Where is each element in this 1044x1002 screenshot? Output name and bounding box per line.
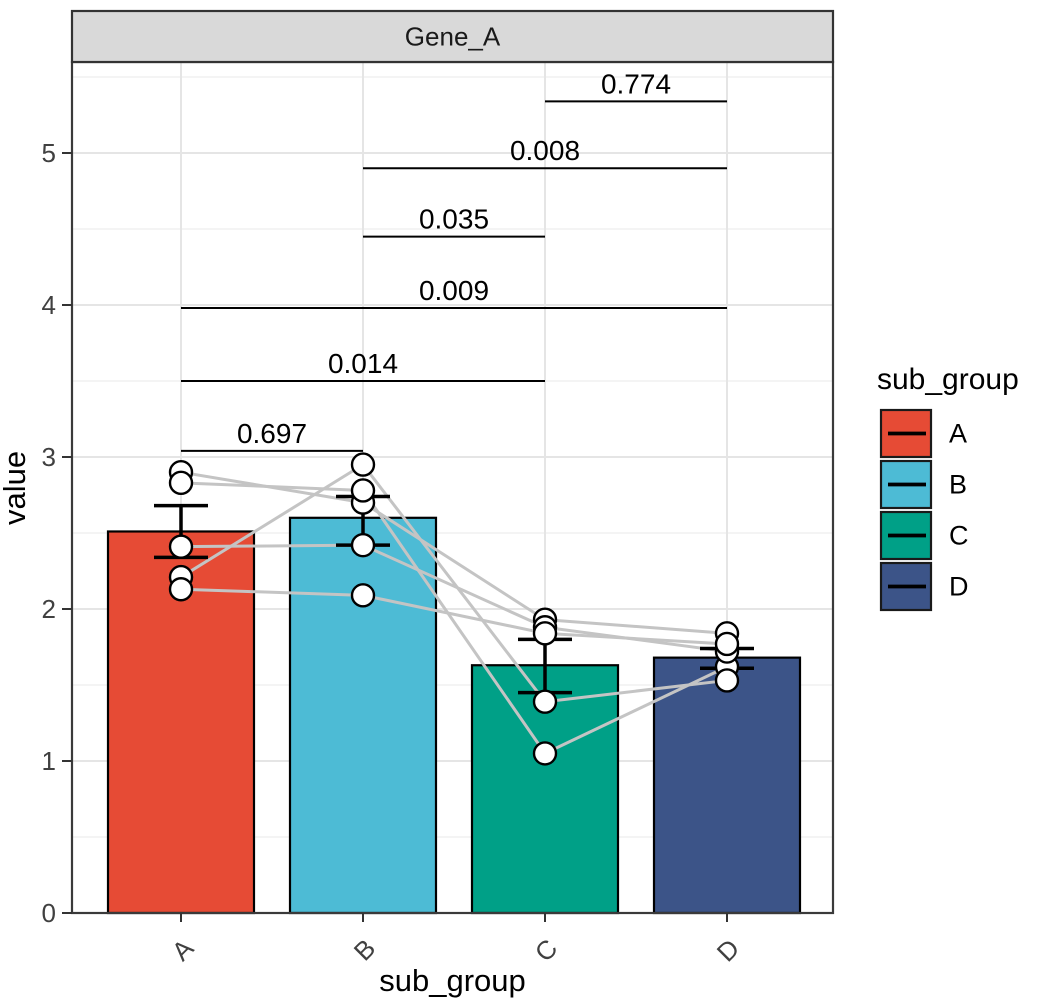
legend-title: sub_group (877, 363, 1019, 396)
y-tick-label-2: 2 (42, 594, 56, 624)
legend-entry-C (879, 510, 933, 561)
pvalue-label-A-B: 0.697 (237, 418, 307, 449)
bar-B (288, 516, 438, 915)
point-C-subject-2 (532, 741, 558, 766)
legend-entry-D (879, 561, 933, 612)
pvalue-label-C-D: 0.774 (601, 68, 671, 99)
point-D-subject-4 (714, 668, 740, 693)
y-axis-title: value (0, 451, 32, 525)
paired-line-subject-4 (180, 463, 728, 704)
legend-label-C: C (949, 521, 969, 551)
point-C-subject-4 (532, 689, 558, 714)
legend-label-B: B (949, 470, 967, 500)
legend-label-A: A (949, 419, 967, 449)
paired-line-subject-2 (180, 481, 728, 755)
pvalue-label-B-D: 0.008 (510, 135, 580, 166)
point-B-subject-5 (350, 583, 376, 608)
facet-strip (70, 9, 835, 64)
y-tick-label-5: 5 (42, 138, 56, 168)
point-A-subject-2 (168, 470, 194, 496)
point-A-subject-3 (168, 534, 194, 559)
pvalue-label-A-D: 0.009 (419, 275, 489, 306)
point-B-subject-4 (350, 452, 376, 477)
legend-entry-A (879, 408, 933, 459)
point-A-subject-5 (168, 577, 194, 602)
paired-line-subject-5 (180, 587, 728, 646)
y-tick-label-0: 0 (42, 898, 56, 928)
pvalue-label-A-C: 0.014 (328, 348, 398, 379)
point-B-subject-2 (350, 478, 376, 503)
y-tick-label-3: 3 (42, 442, 56, 472)
bar-D (652, 656, 802, 915)
legend-label-D: D (949, 572, 969, 602)
point-B-subject-3 (350, 532, 376, 558)
point-C-subject-5 (532, 621, 558, 646)
y-tick-label-1: 1 (42, 746, 56, 776)
point-D-subject-5 (714, 631, 740, 657)
facet-title: Gene_A (405, 22, 501, 52)
y-tick-label-4: 4 (42, 290, 56, 320)
legend-entry-B (879, 459, 933, 510)
pvalue-label-B-C: 0.035 (419, 204, 489, 235)
x-axis-title: sub_group (379, 963, 526, 998)
